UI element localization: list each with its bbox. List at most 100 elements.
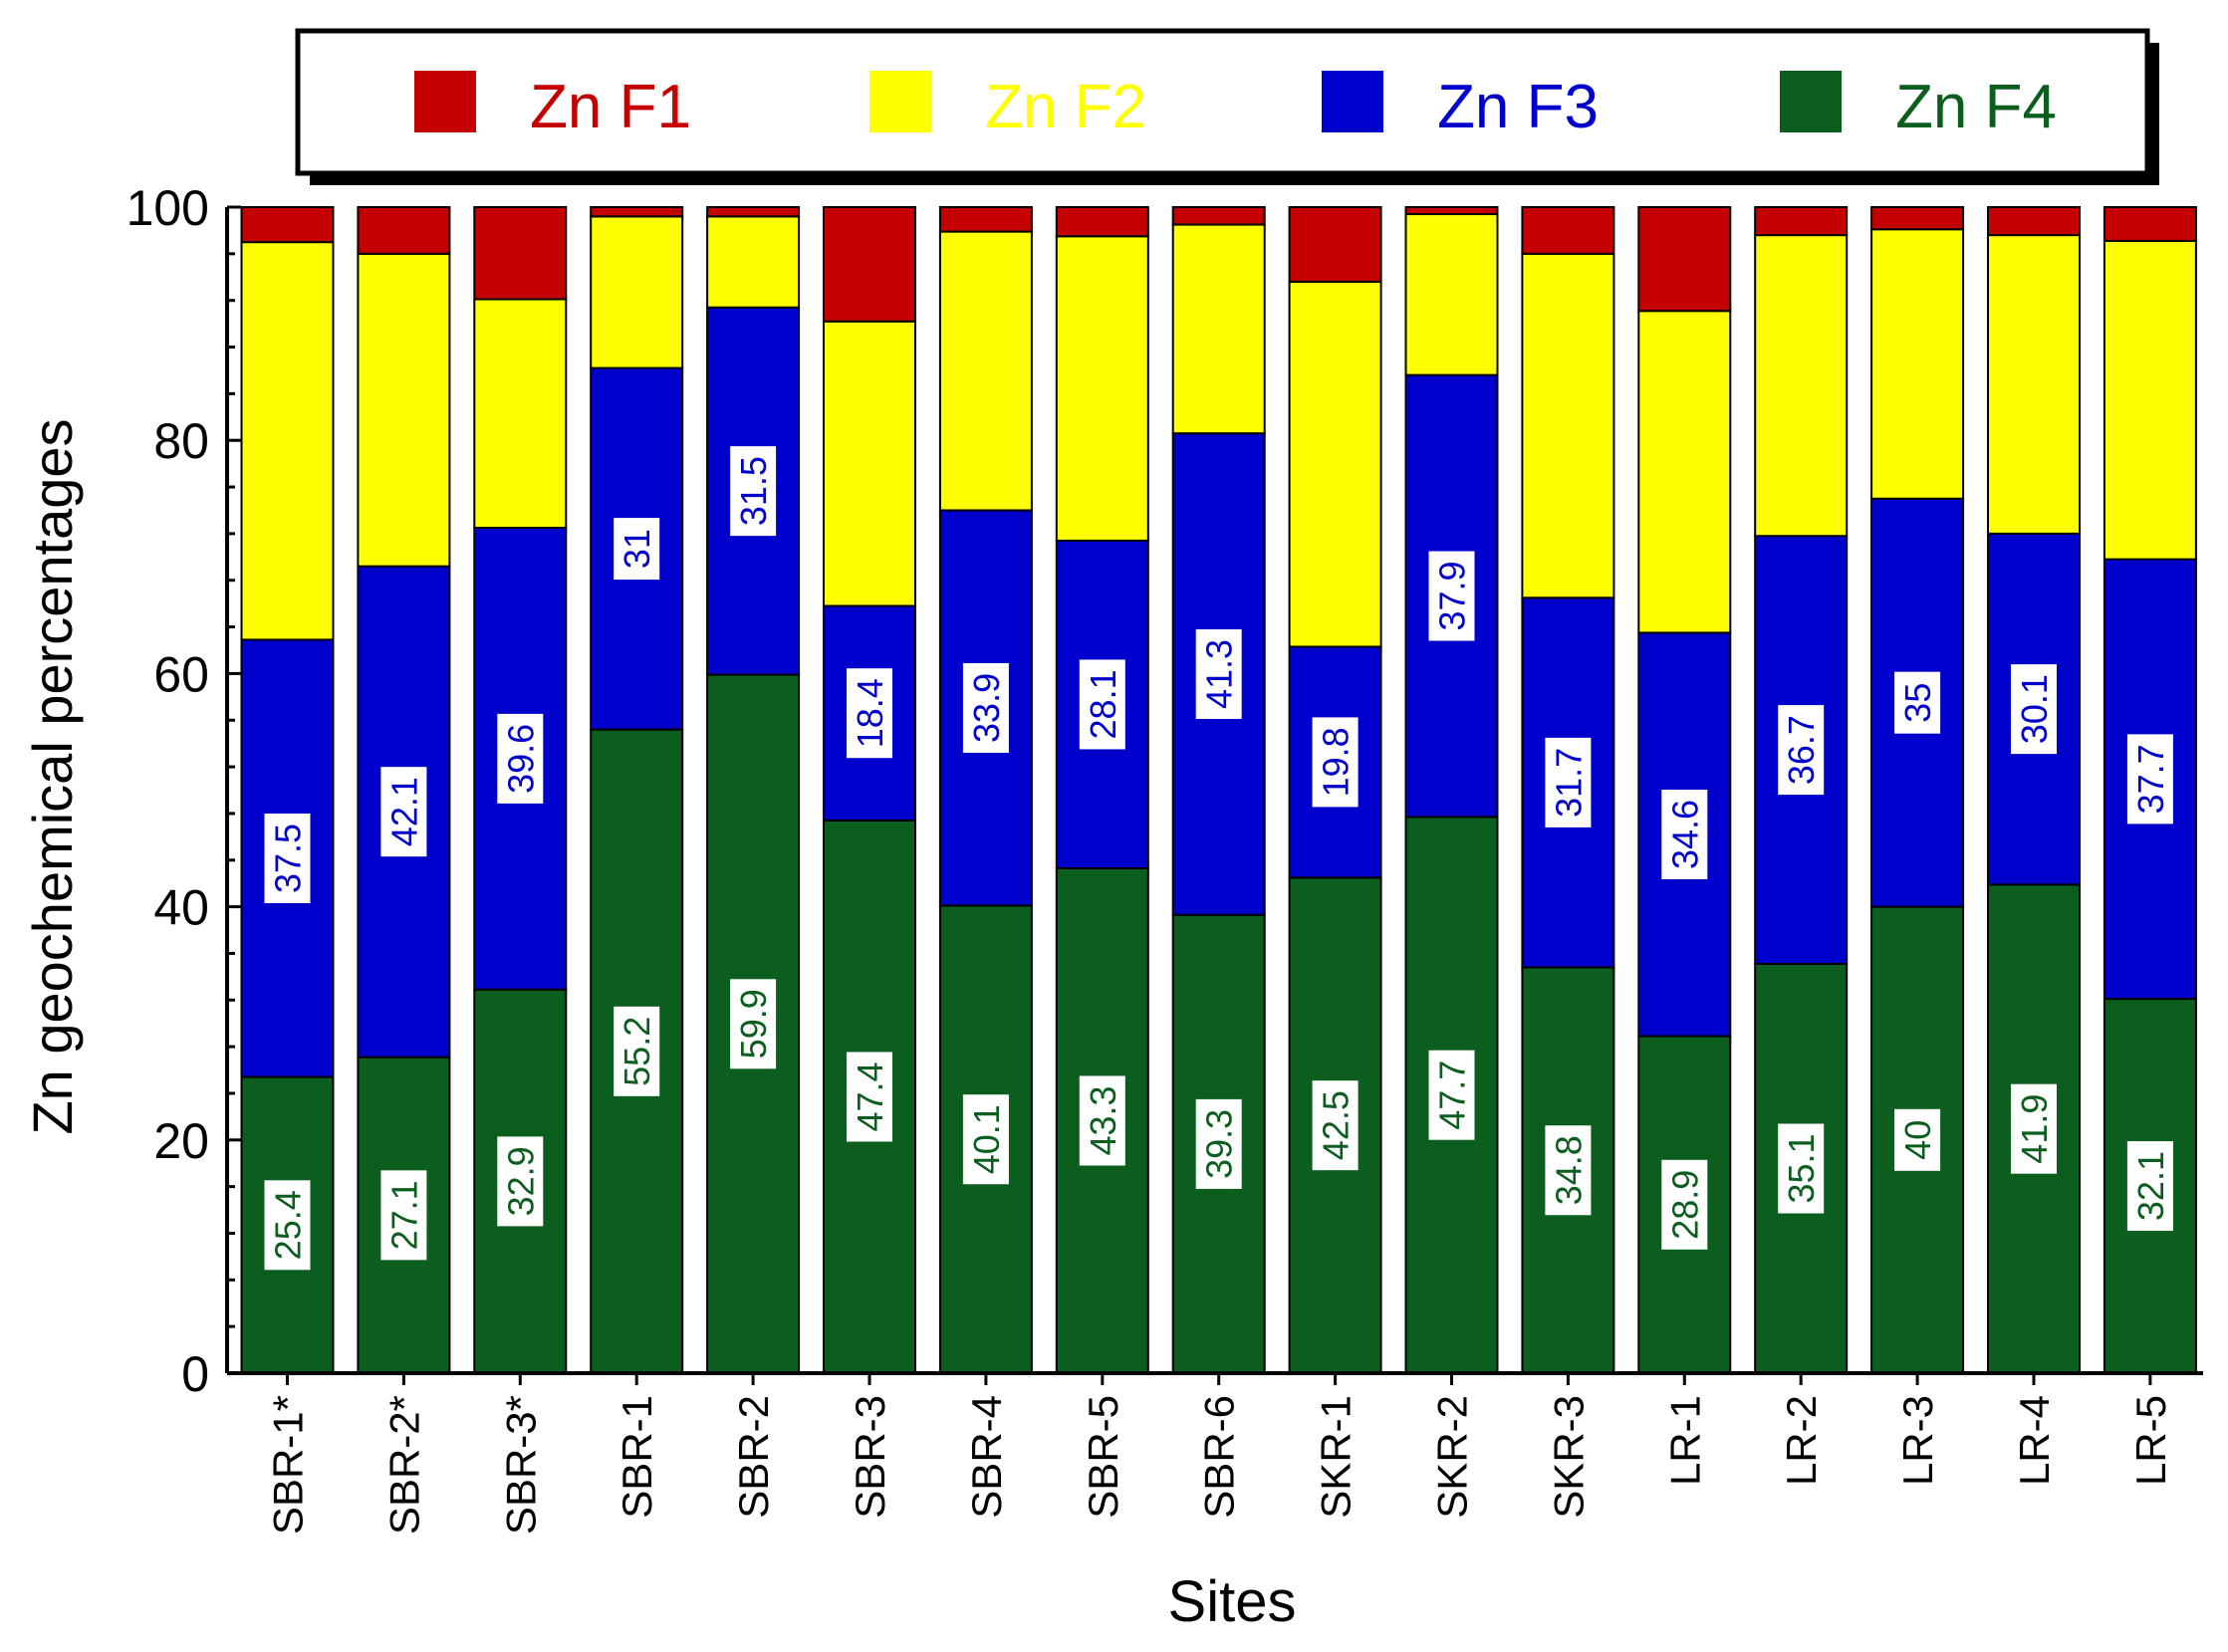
value-label-box: [1428, 551, 1475, 641]
value-label-text: 28.1: [1083, 669, 1123, 739]
x-tick-label-SBR-1: SBR-1: [614, 1395, 660, 1519]
value-label-zn-f4-LR-5: 32.1: [2126, 1141, 2173, 1232]
y-tick-label-0: 0: [181, 1346, 209, 1402]
value-label-text: 41.9: [2014, 1094, 2055, 1164]
x-tick-label-SKR-1: SKR-1: [1313, 1395, 1360, 1519]
value-label-zn-f3-SBR-1: 31: [614, 518, 660, 581]
legend-label-zn-f2: Zn F2: [985, 73, 1146, 141]
value-label-box: [1661, 789, 1708, 879]
bar-zn-f2-SBR-2: [706, 215, 801, 309]
x-tick-label-SBR-6: SBR-6: [1196, 1395, 1243, 1519]
legend-label-zn-f3: Zn F3: [1437, 73, 1599, 141]
value-label-zn-f3-SKR-3: 31.7: [1545, 737, 1592, 827]
x-tick-label-LR-3: LR-3: [1894, 1395, 1941, 1486]
bar-zn-f2-SBR-1: [590, 215, 684, 369]
value-label-text: 27.1: [383, 1180, 424, 1250]
x-tick-label-SBR-1*: SBR-1*: [265, 1395, 312, 1534]
value-label-zn-f4-SKR-1: 42.5: [1312, 1080, 1359, 1171]
value-label-box: [1312, 717, 1359, 808]
value-label-box: [730, 446, 777, 537]
value-label-zn-f4-LR-4: 41.9: [2011, 1083, 2057, 1174]
value-label-box: [2126, 1141, 2173, 1232]
y-tick-label-20: 20: [153, 1113, 209, 1169]
value-label-text: 43.3: [1083, 1085, 1123, 1155]
value-label-text: 41.3: [1199, 639, 1240, 709]
value-label-zn-f3-SBR-3*: 39.6: [497, 713, 544, 804]
bar-zn-f2-SBR-5: [1055, 235, 1149, 542]
bar-zn-f1-SBR-3*: [473, 206, 568, 301]
value-label-box: [1894, 671, 1941, 734]
value-label-zn-f3-LR-1: 34.6: [1661, 789, 1708, 879]
value-label-text: 25.4: [268, 1190, 309, 1260]
value-label-zn-f4-SBR-5: 43.3: [1079, 1075, 1125, 1166]
x-tick-label-SBR-3: SBR-3: [847, 1395, 893, 1519]
value-label-box: [1778, 705, 1825, 796]
bar-zn-f2-SBR-6: [1171, 223, 1266, 435]
value-label-zn-f4-SKR-2: 47.7: [1428, 1050, 1475, 1140]
x-tick-label-LR-4: LR-4: [2011, 1395, 2058, 1486]
value-label-text: 19.8: [1316, 727, 1357, 797]
x-tick-label-SBR-2: SBR-2: [730, 1395, 777, 1519]
value-label-zn-f4-SBR-1: 55.2: [614, 1006, 660, 1096]
value-label-box: [614, 1006, 660, 1096]
value-label-text: 37.9: [1432, 561, 1473, 630]
value-label-zn-f4-SBR-2: 59.9: [730, 979, 777, 1069]
value-label-box: [1545, 1125, 1592, 1216]
x-tick-label-LR-5: LR-5: [2127, 1395, 2174, 1486]
value-label-box: [1778, 1123, 1825, 1214]
value-label-text: 34.6: [1664, 800, 1705, 869]
value-label-zn-f3-SBR-3: 18.4: [847, 668, 892, 759]
value-label-text: 28.9: [1664, 1170, 1705, 1240]
value-label-text: 39.3: [1199, 1109, 1240, 1179]
bar-zn-f2-SBR-3: [823, 320, 916, 607]
value-label-zn-f3-SBR-5: 28.1: [1079, 659, 1125, 750]
value-label-text: 40: [1897, 1120, 1938, 1160]
bar-zn-f2-SKR-3: [1521, 252, 1615, 599]
value-label-box: [1195, 628, 1242, 719]
x-tick-label-SBR-5: SBR-5: [1080, 1395, 1126, 1519]
value-label-text: 39.6: [500, 724, 541, 794]
value-label-zn-f3-LR-5: 37.7: [2126, 734, 2173, 825]
value-label-text: 47.7: [1432, 1061, 1473, 1130]
y-tick-label-80: 80: [153, 413, 209, 469]
legend-label-zn-f1: Zn F1: [530, 73, 691, 141]
value-label-zn-f4-LR-1: 28.9: [1661, 1159, 1708, 1250]
value-label-text: 47.4: [850, 1062, 890, 1131]
legend-items: Zn F1 Zn F2 Zn F3 Zn F4: [414, 71, 2057, 141]
value-label-zn-f3-SBR-1*: 37.5: [264, 814, 311, 904]
value-label-zn-f3-LR-3: 35: [1894, 671, 1941, 734]
value-label-text: 30.1: [2014, 674, 2055, 744]
value-label-zn-f3-SBR-6: 41.3: [1195, 628, 1242, 719]
value-label-text: 42.1: [383, 777, 424, 846]
value-label-text: 55.2: [617, 1017, 657, 1086]
value-label-zn-f3-LR-2: 36.7: [1778, 705, 1825, 796]
bar-zn-f1-LR-2: [1754, 206, 1849, 237]
bar-value-labels: 25.4 37.5 27.1 42.1 32.9 39.6 55.2 31 59.9 31.5 47…: [264, 446, 2173, 1271]
bar-zn-f1-SBR-5: [1055, 206, 1149, 238]
x-axis-label: Sites: [1168, 1569, 1297, 1634]
value-label-box: [1312, 1080, 1359, 1171]
x-axis: SBR-1* SBR-2* SBR-3* SBR-1 SBR-2 SBR-3 SBR-4 SB…: [227, 1371, 2203, 1534]
bar-zn-f1-LR-1: [1637, 206, 1732, 313]
bar-zn-f1-SBR-1*: [240, 206, 335, 244]
value-label-zn-f4-SBR-2*: 27.1: [380, 1170, 427, 1261]
value-label-box: [497, 1136, 544, 1227]
value-label-box: [2011, 1083, 2057, 1174]
x-tick-label-SBR-3*: SBR-3*: [497, 1395, 544, 1534]
bar-zn-f2-LR-3: [1870, 228, 1965, 500]
bar-zn-f1-SBR-2: [706, 206, 801, 218]
bar-zn-f1-SKR-1: [1288, 206, 1382, 283]
value-label-box: [614, 518, 660, 581]
legend-swatch-zn-f2: [869, 71, 931, 132]
value-label-zn-f3-LR-4: 30.1: [2011, 664, 2057, 755]
value-label-text: 40.1: [966, 1104, 1007, 1174]
value-label-box: [2011, 664, 2057, 755]
value-label-zn-f4-SBR-6: 39.3: [1195, 1098, 1242, 1189]
value-label-zn-f4-LR-2: 35.1: [1778, 1123, 1825, 1214]
value-label-text: 35.1: [1781, 1133, 1822, 1203]
legend-swatch-zn-f1: [414, 71, 476, 132]
x-tick-label-SKR-2: SKR-2: [1429, 1395, 1476, 1519]
x-tick-label-SKR-3: SKR-3: [1545, 1395, 1592, 1519]
bar-zn-f2-LR-2: [1754, 234, 1849, 538]
